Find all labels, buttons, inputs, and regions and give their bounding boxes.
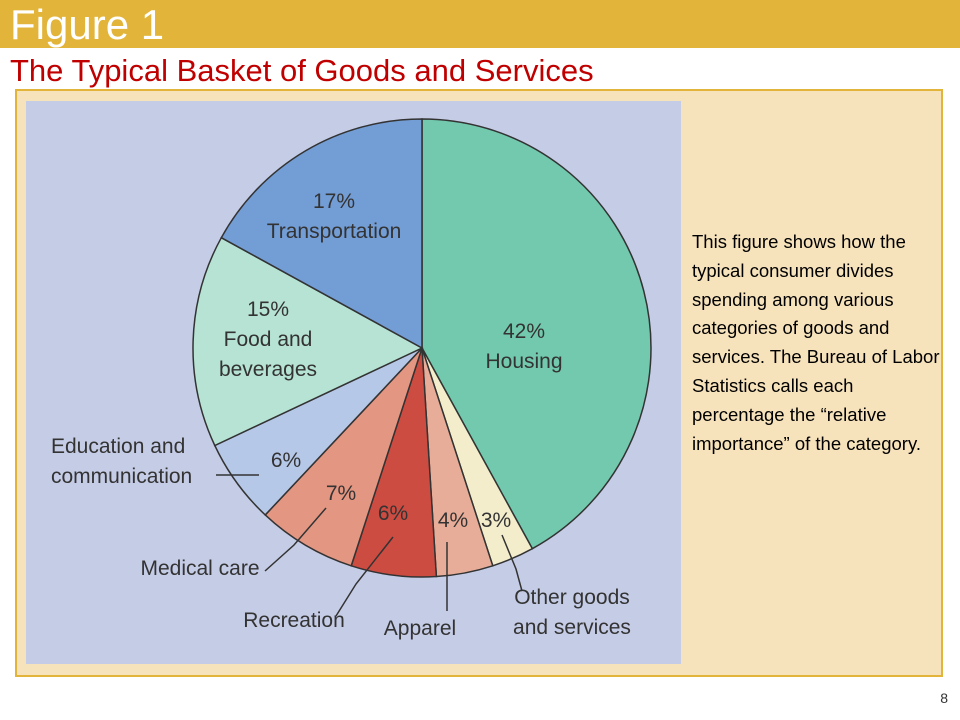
slide-title: The Typical Basket of Goods and Services xyxy=(10,53,594,88)
slice-category-label: Housing xyxy=(485,350,562,373)
pie-chart-area: 42% Housing 3% Other goods and services 4% App… xyxy=(26,101,681,664)
slice-category-label: Food and xyxy=(224,328,313,351)
callout-category-label: Other goods xyxy=(514,586,630,609)
slice-percent-label: 7% xyxy=(326,482,356,505)
slice-category-label: Transportation xyxy=(267,220,402,243)
pie-slice xyxy=(220,118,423,350)
callout-leader-line xyxy=(335,536,394,617)
callout-category-label: Medical care xyxy=(140,557,259,580)
slice-percent-label: 42% xyxy=(503,320,545,343)
callout-category-label: and services xyxy=(513,616,631,639)
slice-percent-label: 17% xyxy=(313,190,355,213)
slice-percent-label: 3% xyxy=(481,509,511,532)
callout-category-label: Apparel xyxy=(384,617,456,640)
slice-category-label: beverages xyxy=(219,358,317,381)
header-bar xyxy=(0,0,960,48)
callout-leader-line xyxy=(264,507,327,572)
callout-category-label: Education and xyxy=(51,435,185,458)
pie-slice xyxy=(421,118,652,550)
pie-chart: 42% Housing 3% Other goods and services 4% App… xyxy=(51,118,652,640)
slice-percent-label: 6% xyxy=(378,502,408,525)
callout-category-label: Recreation xyxy=(243,609,345,632)
slice-percent-label: 15% xyxy=(247,298,289,321)
callout-leader-line xyxy=(501,534,523,592)
callout-category-label: communication xyxy=(51,465,192,488)
figure-label: Figure 1 xyxy=(10,1,165,48)
slice-percent-label: 4% xyxy=(438,509,468,532)
slice-percent-label: 6% xyxy=(271,449,301,472)
figure-caption: This figure shows how the typical consum… xyxy=(692,231,940,454)
page-number: 8 xyxy=(940,690,948,706)
pie-slice xyxy=(192,236,424,447)
